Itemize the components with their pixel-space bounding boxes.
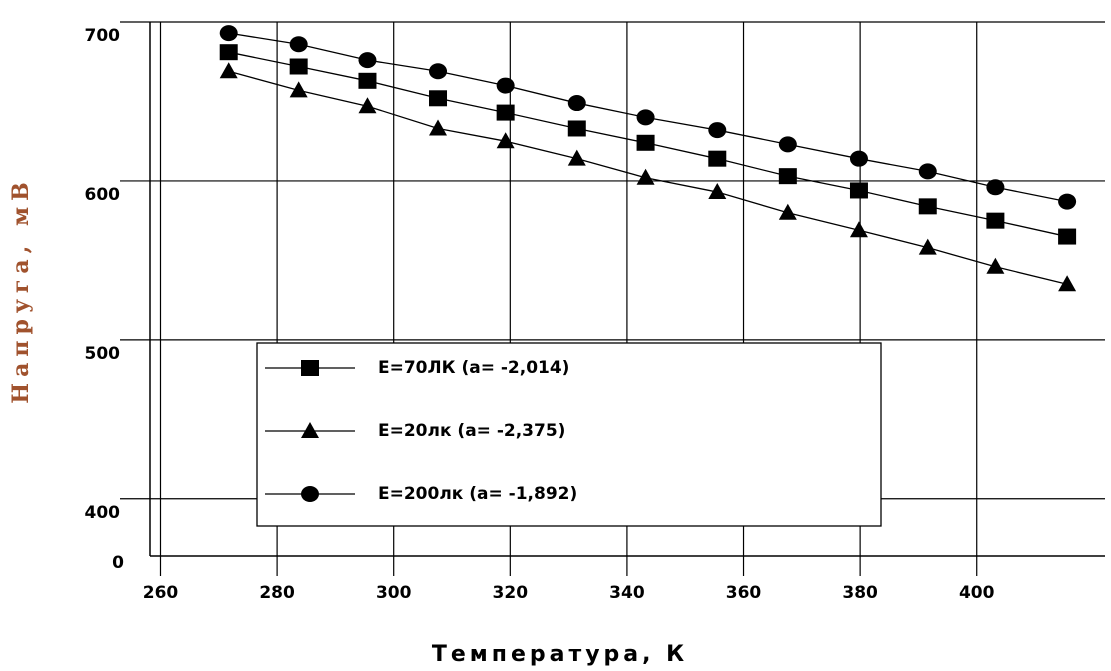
marker (1058, 193, 1077, 210)
series (219, 25, 1077, 210)
legend-label: E=20лк (a= -2,375) (378, 421, 565, 441)
marker (289, 36, 308, 53)
marker (567, 95, 586, 112)
series (219, 44, 1077, 245)
marker (219, 62, 238, 79)
y-tick-label: 600 (85, 185, 121, 205)
marker (849, 150, 868, 167)
marker (708, 183, 727, 200)
marker (301, 360, 319, 376)
marker (636, 109, 655, 126)
marker (778, 136, 797, 153)
y-origin-label: 0 (112, 553, 124, 573)
marker (429, 90, 448, 107)
series (219, 62, 1077, 292)
x-tick-label: 280 (259, 583, 295, 603)
marker (918, 163, 937, 180)
marker (567, 120, 586, 137)
marker (496, 132, 515, 149)
marker (301, 486, 319, 502)
marker (429, 119, 448, 136)
y-tick-label: 700 (85, 26, 121, 46)
legend: E=70ЛК (a= -2,014) E=20лк (a= -2,375) E=20… (256, 342, 882, 527)
marker (219, 44, 238, 61)
marker (986, 257, 1005, 274)
marker (708, 122, 727, 139)
marker (289, 58, 308, 75)
x-axis-title: Температура, К (432, 642, 688, 667)
marker (918, 198, 937, 215)
marker (778, 168, 797, 185)
marker (1058, 228, 1077, 245)
marker (429, 63, 448, 80)
marker (986, 179, 1005, 196)
marker (778, 203, 797, 220)
marker (986, 212, 1005, 229)
legend-box (256, 342, 882, 527)
marker (219, 25, 238, 42)
marker (636, 134, 655, 151)
x-tick-label: 360 (726, 583, 762, 603)
x-tick-label: 380 (842, 583, 878, 603)
x-tick-label: 260 (143, 583, 179, 603)
marker (358, 72, 377, 89)
marker (849, 182, 868, 199)
marker (636, 168, 655, 185)
marker (289, 81, 308, 98)
marker (708, 150, 727, 167)
x-tick-label: 320 (493, 583, 529, 603)
marker (567, 149, 586, 166)
marker (358, 52, 377, 69)
y-tick-label: 400 (85, 503, 121, 523)
x-tick-label: 300 (376, 583, 412, 603)
marker (849, 221, 868, 238)
marker (496, 77, 515, 94)
marker (918, 238, 937, 255)
x-tick-label: 340 (609, 583, 645, 603)
x-tick-label: 400 (959, 583, 995, 603)
y-tick-label: 500 (85, 344, 121, 364)
marker (496, 104, 515, 121)
y-axis-title: Напруга, мВ (8, 176, 34, 403)
marker (1058, 275, 1077, 292)
legend-label: E=70ЛК (a= -2,014) (378, 358, 569, 378)
legend-label: E=200лк (a= -1,892) (378, 484, 577, 504)
marker (301, 422, 319, 438)
marker (358, 97, 377, 114)
